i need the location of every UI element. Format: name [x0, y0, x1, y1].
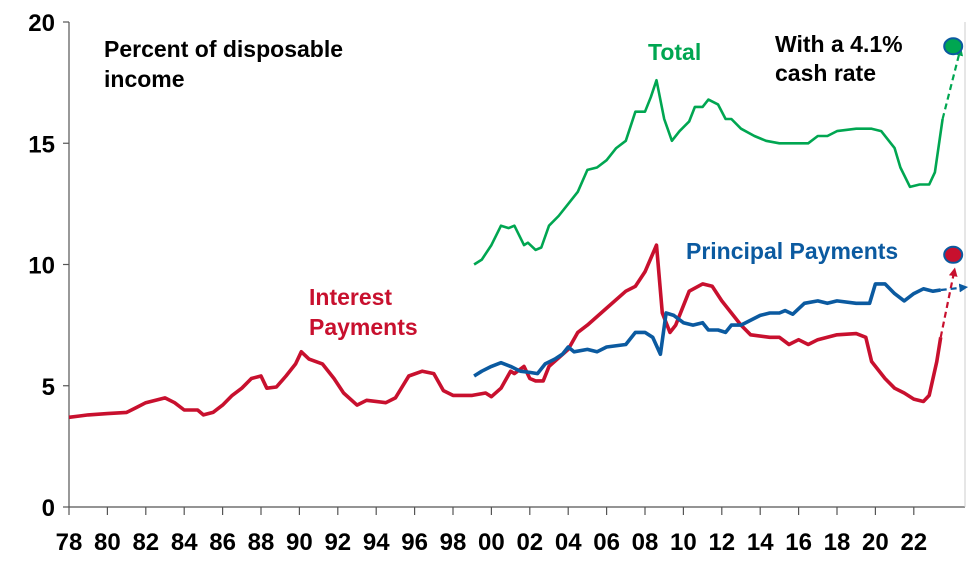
- x-tick-label: 80: [94, 529, 121, 556]
- x-tick-label: 10: [670, 529, 697, 556]
- annotation-cash-rate-line1: With a 4.1%: [775, 31, 903, 57]
- x-tick-label: 14: [747, 529, 774, 556]
- series-label-principal: Principal Payments: [686, 238, 898, 264]
- x-tick-label: 02: [516, 529, 543, 556]
- x-tick-label: 20: [862, 529, 889, 556]
- series-line-interest-payments: [68, 243, 943, 420]
- series-layer: [68, 37, 969, 420]
- x-tick-label: 00: [478, 529, 505, 556]
- x-tick-label: 78: [56, 529, 83, 556]
- x-tick-label: 04: [555, 529, 582, 556]
- series-label-total: Total: [648, 39, 701, 65]
- axes: 0 5 10 15 20 78 80 82 84 86 88 90 92 94 96 98 00 02 04 06 08…: [28, 10, 966, 556]
- y-axis-label-line2: income: [104, 66, 185, 92]
- x-tick-label: 96: [401, 529, 428, 556]
- x-tick-label: 18: [824, 529, 851, 556]
- series-label-interest-line2: Payments: [309, 314, 418, 340]
- x-tick-label: 22: [900, 529, 927, 556]
- series-line-total: [473, 78, 944, 266]
- series-label-interest-line1: Interest: [309, 284, 392, 310]
- y-tick-label: 0: [42, 495, 55, 522]
- x-tick-label: 98: [440, 529, 467, 556]
- x-tick-label: 84: [171, 529, 198, 556]
- projection-arrow-total: [941, 46, 964, 120]
- x-tick-label: 08: [632, 529, 659, 556]
- x-tick-label: 86: [209, 529, 236, 556]
- y-tick-label: 15: [28, 131, 55, 158]
- projected-marker-total: [943, 37, 964, 56]
- projected-marker-interest-payments: [943, 245, 964, 264]
- projection-arrow-principal-payments: [940, 283, 969, 293]
- x-tick-label: 16: [785, 529, 812, 556]
- x-tick-label: 12: [708, 529, 735, 556]
- x-tick-label: 06: [593, 529, 620, 556]
- x-tick-label: 94: [363, 529, 390, 556]
- projection-arrow-interest-payments: [939, 267, 958, 338]
- series-line-principal-payments: [473, 282, 941, 378]
- annotation-cash-rate-line2: cash rate: [775, 60, 876, 86]
- y-axis-label-line1: Percent of disposable: [104, 36, 343, 62]
- x-tick-label: 92: [324, 529, 351, 556]
- y-tick-label: 5: [42, 374, 55, 401]
- x-tick-label: 88: [248, 529, 275, 556]
- x-tick-label: 90: [286, 529, 313, 556]
- y-tick-label: 20: [28, 10, 55, 37]
- y-tick-label: 10: [28, 253, 55, 280]
- x-tick-label: 82: [132, 529, 159, 556]
